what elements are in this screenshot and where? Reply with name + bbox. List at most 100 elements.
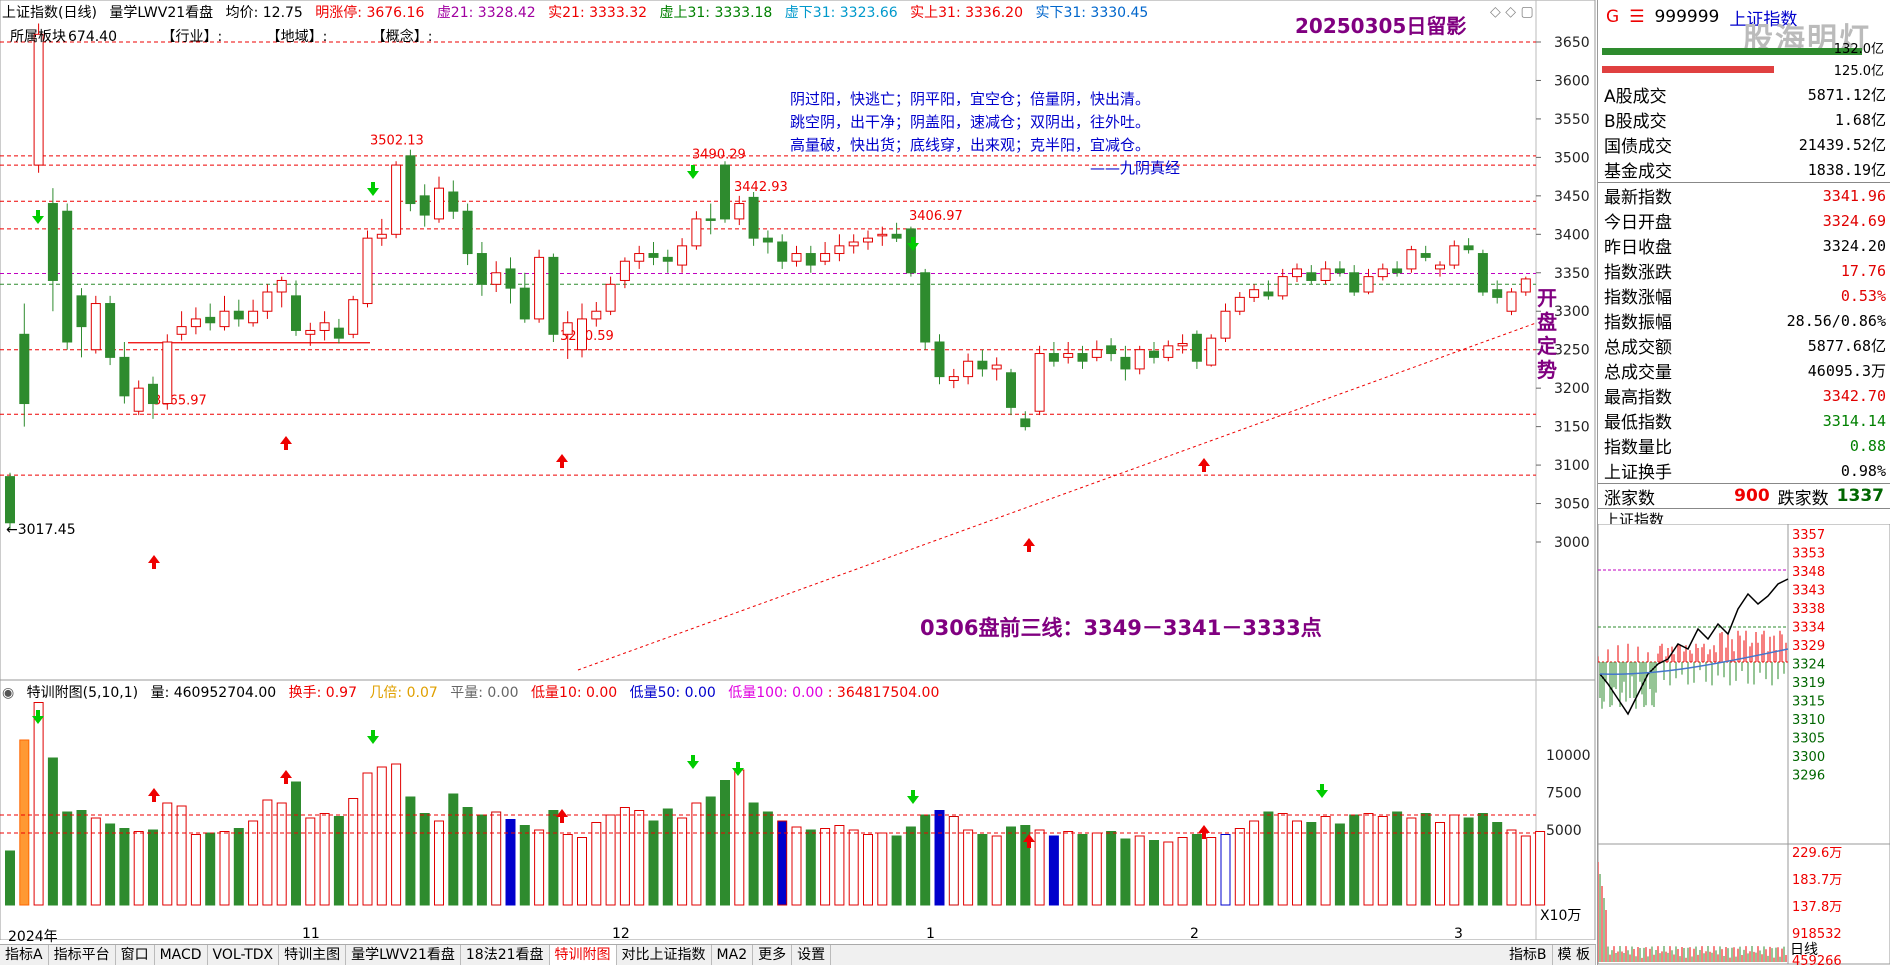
- volume-bar: [677, 817, 688, 906]
- mini-vol-axis-label: 918532: [1792, 927, 1842, 942]
- tab-macd[interactable]: MACD: [155, 945, 208, 965]
- tab-18fa21[interactable]: 18法21看盘: [461, 945, 550, 965]
- volume-menu-icon[interactable]: ◉: [2, 685, 15, 701]
- industry-label[interactable]: 【行业】:: [161, 29, 223, 45]
- tab-zhibiao-a[interactable]: 指标A: [0, 945, 49, 965]
- mini-axis-label: 3319: [1792, 676, 1825, 691]
- tab-texun-zhutu[interactable]: 特训主图: [279, 945, 347, 965]
- concept-label[interactable]: 【概念】:: [371, 29, 433, 45]
- mini-frame: [1598, 524, 1890, 965]
- xaxis-11: 11: [302, 926, 320, 942]
- square-icon[interactable]: ▢: [1520, 4, 1534, 20]
- quote-row: 指数涨幅 0.53%: [1598, 283, 1890, 309]
- menu-icon[interactable]: ☰: [1629, 7, 1645, 27]
- volume-bar: [62, 811, 73, 906]
- volume-header: ◉ 特训附图(5,10,1) 量: 460952704.00 换手: 0.97 …: [2, 682, 947, 702]
- tab-zhibiao-pingtai[interactable]: 指标平台: [49, 945, 116, 965]
- mini-axis-label: 3300: [1792, 750, 1825, 765]
- volume-bar: [905, 826, 916, 906]
- volume-arrow: [1198, 825, 1210, 839]
- candle-down: [1006, 372, 1016, 408]
- row-label: 指数涨跌: [1604, 263, 1672, 283]
- volume-bar: [162, 802, 173, 906]
- row-label: 上证换手: [1604, 463, 1672, 483]
- candle-up: [677, 245, 688, 266]
- candle-down: [119, 356, 130, 397]
- candle-down: [662, 256, 673, 262]
- intraday-chart[interactable]: 3357 3353 3348 3343 3338 3334 3329 3324 3319 3315…: [1598, 524, 1890, 965]
- diamond-icon[interactable]: ◇: [1490, 4, 1501, 20]
- candle-down: [448, 191, 459, 212]
- candle-up: [1177, 343, 1188, 347]
- buy-sell-arrow-up: [1023, 538, 1035, 552]
- volume-bar: [777, 820, 788, 906]
- tab-template[interactable]: 模 板: [1553, 945, 1596, 965]
- mini-axis-label: 3348: [1792, 565, 1825, 580]
- candle-up: [90, 303, 101, 351]
- volume-bar: [948, 816, 959, 906]
- candle-down: [1149, 350, 1159, 358]
- candle-down: [1420, 253, 1431, 258]
- index-name: 上证指数: [1729, 9, 1798, 30]
- candle-up: [391, 164, 402, 235]
- candle-down: [505, 268, 516, 289]
- buy-sell-arrow-up: [1198, 458, 1210, 472]
- candle-up: [734, 203, 745, 220]
- quote-panel: G ☰ 999999 上证指数 股海明灯 132.0亿 125.0亿 A股成交 5…: [1597, 0, 1890, 965]
- volume-bar: [148, 829, 158, 906]
- candle-up: [948, 376, 959, 381]
- volume-bar: [1149, 840, 1159, 906]
- candle-up: [262, 291, 273, 312]
- diamond-icon[interactable]: ◇: [1505, 4, 1517, 20]
- diliang10: 低量10: 0.00: [531, 685, 618, 701]
- price-axis-label: 3650: [1554, 35, 1590, 51]
- candle-down: [977, 360, 988, 370]
- region-label[interactable]: 【地域】:: [266, 29, 328, 45]
- volume-bar: [705, 796, 716, 906]
- tab-settings[interactable]: 设置: [792, 945, 832, 965]
- tab-texun-futu[interactable]: 特训附图: [549, 945, 617, 965]
- volume-bar: [491, 811, 502, 906]
- candle-down: [1334, 268, 1345, 274]
- tab-zhibiao-b[interactable]: 指标B: [1504, 945, 1553, 965]
- diliang100: 低量100: 0.00: [728, 685, 824, 701]
- volume-bar: [205, 832, 216, 906]
- kline-svg[interactable]: 3650 3600 3550 3500 3450 3400 3350 3300 3250 3200…: [0, 0, 1596, 940]
- tab-window[interactable]: 窗口: [116, 945, 155, 965]
- volume-bar: [1006, 826, 1016, 906]
- volume-unit: X10万: [1540, 908, 1582, 924]
- volume-bar: [33, 702, 44, 906]
- candle-down: [648, 253, 659, 258]
- mini-vol-axis-label: 229.6万: [1792, 846, 1842, 861]
- candle-down: [205, 316, 216, 324]
- chart-header: 上证指数(日线) 量学LWV21看盘 均价: 12.75 明涨停: 3676.1…: [2, 2, 1156, 22]
- tab-vol-tdx[interactable]: VOL-TDX: [208, 945, 280, 965]
- candle-down: [462, 210, 473, 255]
- candle-down: [777, 241, 788, 262]
- candle-down: [476, 253, 487, 285]
- volume-bar: [76, 810, 87, 906]
- tab-more[interactable]: 更多: [753, 945, 793, 965]
- price-label: 3165.97: [153, 394, 207, 409]
- volume-bar: [963, 829, 974, 906]
- price-label-low: ←3017.45: [6, 522, 76, 538]
- row-label: 最新指数: [1604, 188, 1672, 208]
- volume-bar: [1306, 822, 1317, 906]
- kline-chart[interactable]: 3650 3600 3550 3500 3450 3400 3350 3300 3250 3200…: [0, 0, 1596, 945]
- tab-ma2[interactable]: MA2: [712, 945, 754, 965]
- tab-lwv21[interactable]: 量学LWV21看盘: [346, 945, 461, 965]
- candle-down: [1263, 291, 1274, 297]
- volume-bar: [462, 807, 473, 906]
- sub-indicator-name: 特训附图(5,10,1): [26, 685, 139, 701]
- volume-bar: [1520, 835, 1531, 906]
- volume-bar: [1177, 837, 1188, 906]
- row-value: 21439.52亿: [1798, 136, 1886, 154]
- candle-up: [877, 233, 888, 237]
- tab-compare-sh[interactable]: 对比上证指数: [617, 945, 712, 965]
- candle-down: [1077, 353, 1088, 362]
- price-label: 3442.93: [734, 180, 788, 195]
- volume-axis-label: 10000: [1546, 748, 1591, 764]
- group-icon[interactable]: G: [1606, 7, 1620, 27]
- quote-row: 最新指数 3341.96: [1598, 183, 1890, 209]
- volume-bar: [648, 820, 659, 906]
